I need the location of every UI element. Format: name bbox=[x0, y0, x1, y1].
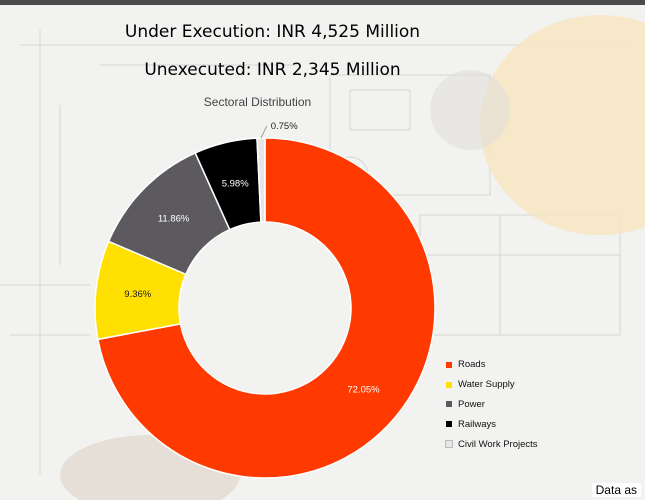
chart-title: Sectoral Distribution bbox=[203, 95, 312, 109]
data-label-roads: 72.05% bbox=[347, 385, 380, 396]
legend-item-railways: Railways bbox=[446, 414, 538, 434]
leader-line-civil-work-projects bbox=[260, 125, 268, 139]
legend-swatch bbox=[445, 440, 453, 449]
legend-swatch bbox=[446, 361, 452, 368]
legend-swatch bbox=[446, 401, 452, 408]
legend-swatch bbox=[446, 421, 452, 428]
data-label-railways: 5.98% bbox=[222, 179, 249, 190]
legend-item-civil-work-projects: Civil Work Projects bbox=[445, 434, 538, 454]
legend-label: Water Supply bbox=[458, 379, 515, 391]
legend-item-water-supply: Water Supply bbox=[446, 375, 538, 395]
legend-label: Power bbox=[458, 398, 485, 410]
data-label-power: 11.86% bbox=[158, 213, 190, 224]
chart-legend: Roads Water Supply Power Railways Civil Work… bbox=[445, 355, 538, 454]
data-label-civil-work-projects: 0.75% bbox=[271, 121, 298, 132]
top-strip bbox=[0, 0, 645, 5]
legend-swatch bbox=[446, 381, 452, 388]
legend-label: Railways bbox=[458, 418, 497, 430]
data-label-water-supply: 9.36% bbox=[124, 289, 151, 300]
slice-civil-work-projects bbox=[256, 137, 266, 223]
legend-label: Roads bbox=[458, 359, 486, 371]
headline-unexecuted: Unexecuted: INR 2,345 Million bbox=[144, 60, 401, 80]
slice-roads bbox=[97, 137, 436, 479]
footnote: Data as bbox=[591, 483, 641, 497]
headline-under-execution: Under Execution: INR 4,525 Million bbox=[124, 22, 421, 42]
legend-item-roads: Roads bbox=[446, 355, 538, 375]
legend-label: Civil Work Projects bbox=[458, 438, 538, 450]
legend-item-power: Power bbox=[446, 395, 538, 415]
